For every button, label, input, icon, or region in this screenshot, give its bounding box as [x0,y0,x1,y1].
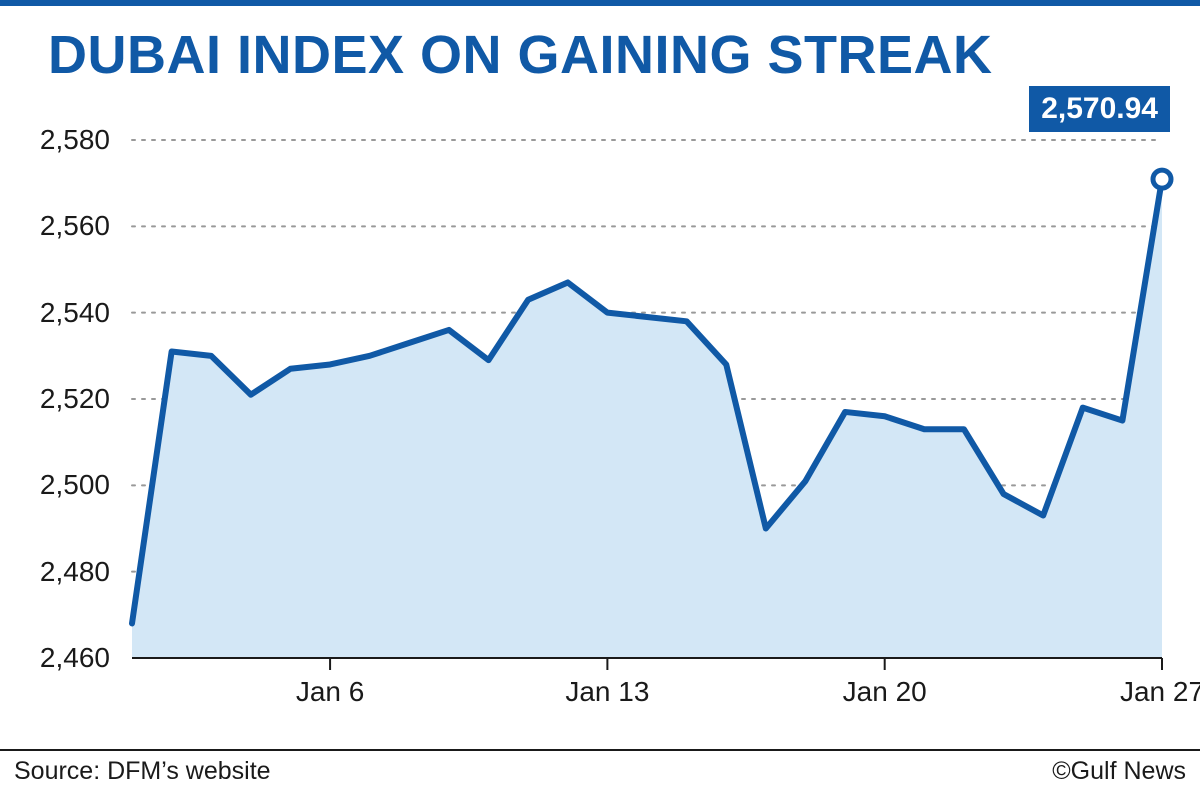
y-tick-label: 2,520 [0,383,110,415]
y-tick-label: 2,480 [0,556,110,588]
x-tick-label: Jan 27 [1120,676,1200,708]
chart-title: DUBAI INDEX ON GAINING STREAK [0,6,1200,86]
value-callout: 2,570.94 [1029,86,1170,132]
y-tick-label: 2,500 [0,469,110,501]
y-tick-label: 2,540 [0,297,110,329]
y-tick-label: 2,580 [0,124,110,156]
x-tick-label: Jan 20 [843,676,927,708]
line-chart-svg [0,100,1200,740]
x-tick-label: Jan 6 [296,676,365,708]
credit-text: ©Gulf News [1052,757,1186,786]
y-tick-label: 2,560 [0,210,110,242]
x-tick-label: Jan 13 [565,676,649,708]
source-text: Source: DFM’s website [14,757,271,786]
chart-area: 2,460 2,480 2,500 2,520 2,540 2,560 2,580 Jan … [0,100,1200,740]
chart-footer: Source: DFM’s website ©Gulf News [0,749,1200,791]
y-tick-label: 2,460 [0,642,110,674]
